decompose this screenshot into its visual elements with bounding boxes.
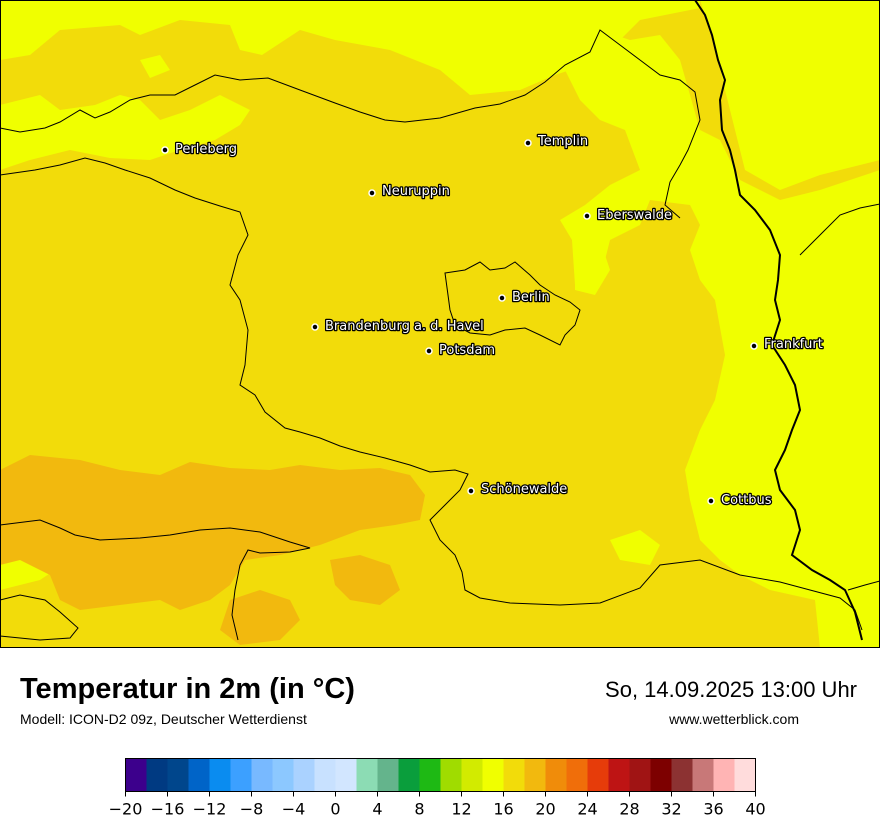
legend-tick-label: −8 xyxy=(240,800,264,819)
forecast-datetime: So, 14.09.2025 13:00 Uhr xyxy=(605,677,857,702)
legend-tick-label: 4 xyxy=(372,800,382,819)
legend-swatch xyxy=(734,758,756,792)
legend-swatch xyxy=(188,758,210,792)
legend-tick-label: −20 xyxy=(109,800,143,819)
city-label: Frankfurt xyxy=(764,337,823,352)
legend-tick-label: 12 xyxy=(451,800,471,819)
legend-tick-label: 8 xyxy=(414,800,424,819)
legend-tick-label: 24 xyxy=(577,800,597,819)
map-subtitle: Modell: ICON-D2 09z, Deutscher Wetterdie… xyxy=(20,711,307,727)
city-neuruppin: Neuruppin xyxy=(368,183,451,200)
city-berlin: Berlin xyxy=(498,289,551,306)
legend-swatch xyxy=(272,758,294,792)
legend-swatch xyxy=(650,758,672,792)
city-dot xyxy=(311,323,319,331)
city-cottbus: Cottbus xyxy=(707,492,773,509)
legend-swatch xyxy=(461,758,483,792)
legend-tick-label: 0 xyxy=(330,800,340,819)
legend-swatch xyxy=(587,758,609,792)
legend-swatch xyxy=(503,758,525,792)
legend-swatch xyxy=(251,758,273,792)
city-label: Eberswalde xyxy=(597,208,672,223)
city-dot xyxy=(425,347,433,355)
legend-swatch xyxy=(293,758,315,792)
legend-swatch xyxy=(692,758,714,792)
city-dot xyxy=(368,189,376,197)
city-label: Neuruppin xyxy=(382,184,450,199)
legend-swatch xyxy=(314,758,336,792)
legend-swatch xyxy=(545,758,567,792)
legend-swatch xyxy=(566,758,588,792)
city-label: Schönewalde xyxy=(481,482,567,497)
legend-tick-label: 28 xyxy=(619,800,639,819)
legend-tick-label: −12 xyxy=(193,800,227,819)
legend-tick-label: 32 xyxy=(661,800,681,819)
legend-swatch xyxy=(335,758,357,792)
legend-tick-label: −16 xyxy=(151,800,185,819)
legend-swatch xyxy=(146,758,168,792)
city-label: Brandenburg a. d. Havel xyxy=(325,319,484,334)
temp-zones-16-18 xyxy=(0,0,880,648)
city-frankfurt: Frankfurt xyxy=(750,336,824,353)
legend-swatch xyxy=(629,758,651,792)
city-dot xyxy=(498,294,506,302)
website-link[interactable]: www.wetterblick.com xyxy=(669,711,799,727)
city-dot xyxy=(467,487,475,495)
temp-zones-20-22 xyxy=(0,455,425,645)
legend-swatch xyxy=(125,758,147,792)
color-legend: −20 −16 −12 −8 −4 0 4 8 12 16 20 24 28 32 36 40 xyxy=(100,752,780,830)
city-templin: Templin xyxy=(524,133,589,150)
legend-swatch xyxy=(398,758,420,792)
national-border xyxy=(694,0,863,641)
legend-tick-label: 16 xyxy=(493,800,513,819)
city-label: Cottbus xyxy=(721,493,772,508)
legend-swatches xyxy=(125,758,756,792)
legend-tick-label: 36 xyxy=(703,800,723,819)
legend-swatch xyxy=(167,758,189,792)
legend-swatch xyxy=(671,758,693,792)
city-eberswalde: Eberswalde xyxy=(583,207,673,224)
legend-swatch xyxy=(608,758,630,792)
legend-tick-label: −4 xyxy=(282,800,306,819)
legend-tick-label: 40 xyxy=(745,800,765,819)
city-schoenewalde: Schönewalde xyxy=(467,481,569,498)
city-markers: Perleberg Templin Neuruppin Eberswalde B… xyxy=(161,133,824,509)
city-perleberg: Perleberg xyxy=(161,141,238,158)
map-title: Temperatur in 2m (in °C) xyxy=(20,673,355,705)
city-dot xyxy=(707,497,715,505)
map-svg: Perleberg Templin Neuruppin Eberswalde B… xyxy=(0,0,880,648)
city-label: Berlin xyxy=(512,290,550,305)
legend-swatch xyxy=(482,758,504,792)
city-label: Templin xyxy=(537,134,588,149)
legend-swatch xyxy=(230,758,252,792)
city-dot xyxy=(524,139,532,147)
legend-swatch xyxy=(713,758,735,792)
legend-frame xyxy=(125,758,756,792)
legend-swatch xyxy=(440,758,462,792)
legend-swatch xyxy=(419,758,441,792)
legend-swatch xyxy=(524,758,546,792)
temperature-map: Perleberg Templin Neuruppin Eberswalde B… xyxy=(0,0,880,648)
legend-swatch xyxy=(377,758,399,792)
legend-swatch xyxy=(356,758,378,792)
state-borders xyxy=(0,29,880,641)
legend-tick-label: 20 xyxy=(535,800,555,819)
city-potsdam: Potsdam xyxy=(425,342,496,359)
legend-ticks: −20 −16 −12 −8 −4 0 4 8 12 16 20 24 28 32 36 40 xyxy=(109,791,766,819)
city-dot xyxy=(583,212,591,220)
city-label: Potsdam xyxy=(439,343,495,358)
city-brandenburg-havel: Brandenburg a. d. Havel xyxy=(311,318,485,335)
city-dot xyxy=(161,146,169,154)
city-label: Perleberg xyxy=(175,142,237,157)
city-dot xyxy=(750,342,758,350)
legend-swatch xyxy=(209,758,231,792)
legend-svg: −20 −16 −12 −8 −4 0 4 8 12 16 20 24 28 32 36 40 xyxy=(109,758,766,819)
